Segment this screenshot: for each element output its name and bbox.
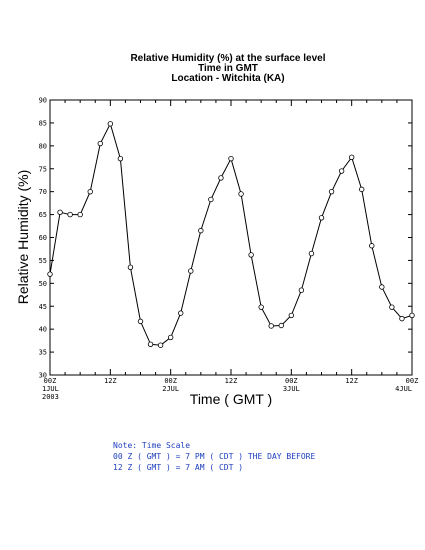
x-axis-label: Time ( GMT ) bbox=[190, 391, 272, 407]
data-point bbox=[178, 310, 184, 316]
y-tick-label: 30 bbox=[39, 372, 47, 380]
data-point bbox=[218, 175, 224, 181]
chart-title: Relative Humidity (%) at the surface lev… bbox=[130, 53, 325, 84]
x-tick-label: 4JUL bbox=[395, 385, 412, 393]
data-point bbox=[57, 209, 63, 215]
data-point bbox=[208, 196, 214, 203]
y-tick-label: 75 bbox=[39, 165, 47, 173]
data-point bbox=[379, 284, 385, 290]
x-tick-label: 2JUL bbox=[162, 385, 179, 393]
x-tick-label: 12Z bbox=[225, 377, 238, 385]
humidity-data-points bbox=[47, 121, 415, 348]
data-point bbox=[328, 188, 335, 195]
x-tick-label: 00Z bbox=[164, 377, 177, 385]
y-axis: 30 35 40 45 50 55 60 65 70 75 80 85 90 bbox=[39, 97, 412, 380]
y-axis-label: Relative Humidity (%) bbox=[15, 170, 31, 305]
x-tick-label: 12Z bbox=[104, 377, 117, 385]
data-point bbox=[258, 304, 264, 310]
y-tick-label: 90 bbox=[39, 97, 47, 105]
data-point bbox=[117, 155, 124, 162]
chart-title-line: Relative Humidity (%) at the surface lev… bbox=[130, 53, 325, 64]
y-tick-label: 80 bbox=[39, 142, 47, 150]
chart-title-line: Time in GMT bbox=[198, 63, 258, 74]
time-scale-note: Note: Time Scale 00 Z ( GMT ) = 7 PM ( C… bbox=[113, 440, 315, 473]
data-point bbox=[248, 252, 254, 258]
x-tick-label: 00Z bbox=[285, 377, 298, 385]
data-point bbox=[348, 154, 355, 160]
data-point bbox=[268, 323, 274, 329]
note-line: 12 Z ( GMT ) = 7 AM ( CDT ) bbox=[113, 463, 244, 472]
y-tick-label: 40 bbox=[39, 326, 47, 334]
plot-frame bbox=[49, 99, 413, 376]
data-point bbox=[389, 304, 395, 310]
x-tick-label: 3JUL bbox=[283, 385, 300, 393]
data-point bbox=[369, 243, 375, 249]
data-point bbox=[127, 264, 134, 270]
data-point bbox=[238, 191, 244, 197]
data-point bbox=[298, 287, 305, 293]
data-point bbox=[359, 186, 365, 193]
x-tick-label: 12Z bbox=[345, 377, 358, 385]
data-point bbox=[77, 211, 83, 218]
x-tick-label: 1JUL bbox=[42, 385, 59, 393]
y-tick-label: 70 bbox=[39, 188, 47, 196]
y-tick-label: 45 bbox=[39, 303, 47, 311]
y-tick-label: 35 bbox=[39, 349, 47, 357]
y-tick-label: 60 bbox=[39, 234, 47, 242]
data-point bbox=[188, 268, 194, 274]
data-point bbox=[167, 334, 174, 341]
data-point bbox=[198, 227, 204, 234]
data-point bbox=[409, 312, 415, 319]
y-tick-label: 55 bbox=[39, 257, 47, 265]
data-point bbox=[399, 315, 405, 322]
data-point bbox=[338, 168, 345, 174]
chart-title-line: Location - Witchita (KA) bbox=[171, 73, 284, 84]
data-point bbox=[228, 155, 234, 162]
data-point bbox=[137, 318, 144, 325]
y-tick-label: 65 bbox=[39, 211, 47, 219]
x-tick-label: 00Z bbox=[406, 377, 419, 385]
y-tick-label: 50 bbox=[39, 280, 47, 288]
data-point bbox=[147, 341, 154, 347]
data-point bbox=[107, 121, 114, 127]
data-point bbox=[47, 271, 53, 277]
data-point bbox=[278, 322, 284, 329]
x-tick-label: 2003 bbox=[42, 393, 59, 401]
note-line: Note: Time Scale bbox=[113, 441, 191, 450]
data-point bbox=[318, 215, 325, 221]
note-line: 00 Z ( GMT ) = 7 PM ( CDT ) THE DAY BEFO… bbox=[113, 452, 316, 461]
y-tick-label: 85 bbox=[39, 119, 47, 127]
data-point bbox=[308, 250, 315, 257]
data-point bbox=[67, 211, 73, 218]
data-point bbox=[97, 140, 103, 147]
data-point bbox=[157, 342, 164, 348]
data-point bbox=[288, 312, 295, 319]
data-point bbox=[87, 188, 93, 195]
x-tick-label: 00Z bbox=[44, 377, 57, 385]
